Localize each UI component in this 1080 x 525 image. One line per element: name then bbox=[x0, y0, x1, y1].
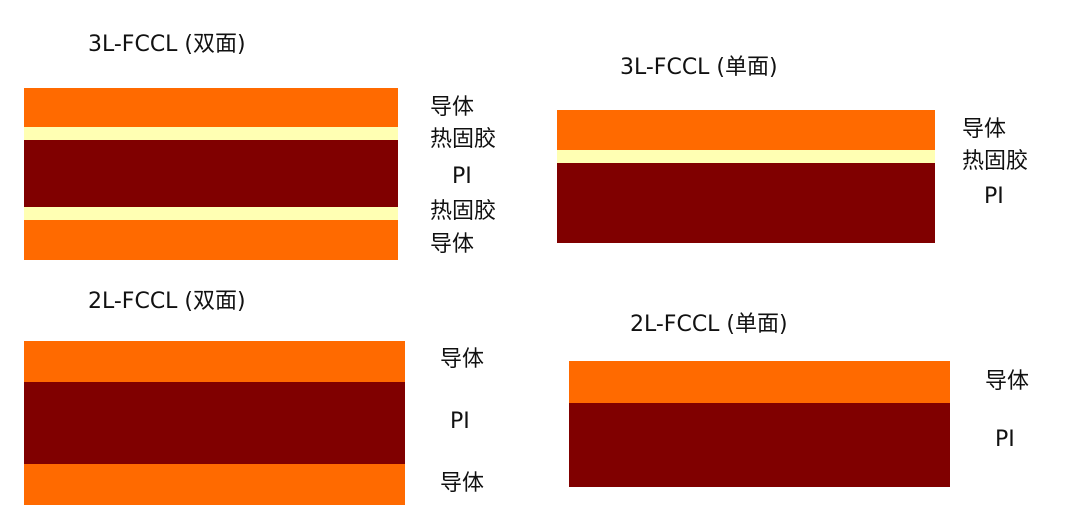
layer-label: 导体 bbox=[440, 471, 484, 496]
conductor-layer bbox=[557, 110, 935, 150]
panel: 2L-FCCL (单面) 导体 PI bbox=[569, 312, 1029, 487]
panel: 3L-FCCL (单面) 导体 热固胶 PI bbox=[557, 55, 1028, 243]
layer-label: 导体 bbox=[440, 347, 484, 372]
panel-title: 3L-FCCL (双面) bbox=[88, 32, 246, 57]
layer-label: 热固胶 bbox=[962, 149, 1028, 174]
conductor-layer bbox=[569, 361, 950, 403]
panel-title: 2L-FCCL (双面) bbox=[88, 289, 246, 314]
pi-layer bbox=[24, 140, 398, 207]
panel-title: 2L-FCCL (单面) bbox=[630, 312, 788, 337]
layer-label: 导体 bbox=[430, 232, 474, 257]
pi-layer bbox=[24, 382, 405, 464]
conductor-layer bbox=[24, 464, 405, 505]
layer-label: 热固胶 bbox=[430, 199, 496, 224]
layer-label: PI bbox=[450, 409, 470, 434]
panel: 2L-FCCL (双面) 导体 PI 导体 bbox=[24, 289, 484, 505]
adhesive-layer bbox=[24, 127, 398, 140]
conductor-layer bbox=[24, 88, 398, 127]
layer-label: 导体 bbox=[985, 369, 1029, 394]
panel: 3L-FCCL (双面) 导体 热固胶 PI 热固胶 导体 bbox=[24, 32, 496, 260]
layer-label: 导体 bbox=[962, 117, 1006, 142]
conductor-layer bbox=[24, 220, 398, 260]
layer-label: PI bbox=[452, 164, 472, 189]
pi-layer bbox=[569, 403, 950, 487]
layer-label: PI bbox=[984, 184, 1004, 209]
conductor-layer bbox=[24, 341, 405, 382]
layer-label: PI bbox=[995, 427, 1015, 452]
adhesive-layer bbox=[557, 150, 935, 163]
adhesive-layer bbox=[24, 207, 398, 220]
pi-layer bbox=[557, 163, 935, 243]
layer-label: 导体 bbox=[430, 95, 474, 120]
panel-title: 3L-FCCL (单面) bbox=[620, 55, 778, 80]
layer-label: 热固胶 bbox=[430, 127, 496, 152]
